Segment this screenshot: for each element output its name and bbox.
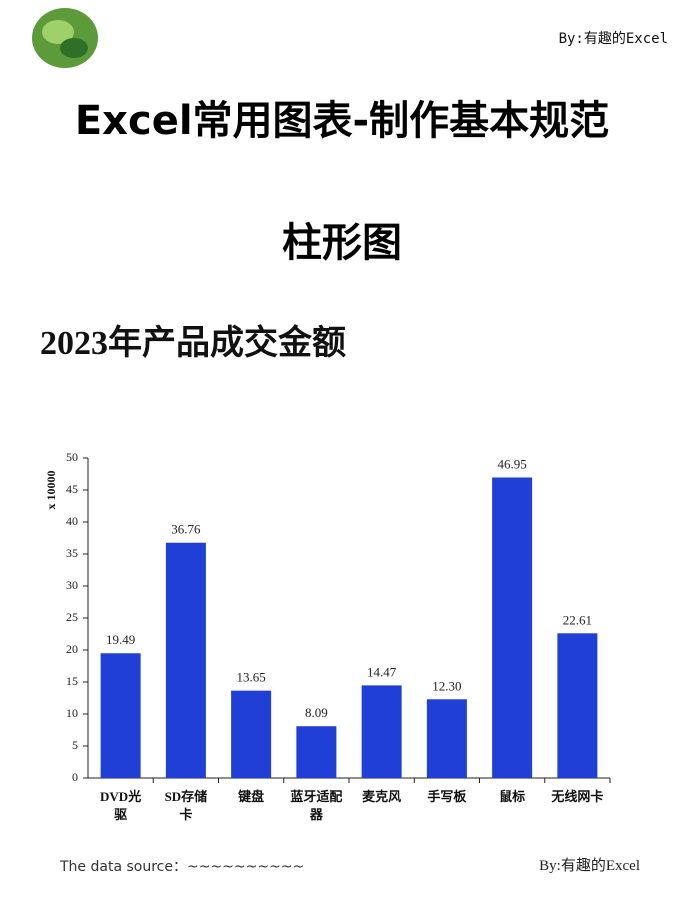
data-label: 22.61 [563, 612, 592, 627]
byline: By:有趣的Excel [558, 31, 668, 47]
logo-badge [60, 38, 88, 58]
chart-title: 2023年产品成交金额 [40, 323, 346, 362]
bar [231, 690, 272, 778]
y-tick-label: 0 [72, 770, 78, 784]
x-tick-label: DVD光驱 [100, 789, 142, 822]
page-subtitle: 柱形图 [282, 220, 402, 266]
bar [492, 477, 533, 778]
data-source: The data source：~~~~~~~~~~ [60, 859, 305, 875]
y-tick-label: 35 [66, 546, 78, 560]
y-tick-label: 20 [66, 642, 78, 656]
x-tick-label: 鼠标 [499, 789, 526, 804]
data-label: 8.09 [305, 705, 328, 720]
data-label: 12.30 [432, 678, 461, 693]
data-label: 46.95 [498, 457, 527, 472]
x-tick-label: SD存储卡 [164, 789, 208, 822]
y-tick-label: 50 [66, 450, 78, 464]
bar [361, 685, 402, 778]
data-label: 13.65 [237, 670, 266, 685]
y-tick-label: 25 [66, 610, 78, 624]
bar [296, 726, 337, 778]
bar [426, 699, 467, 778]
data-label: 19.49 [106, 632, 135, 647]
y-tick-label: 15 [66, 674, 78, 688]
y-tick-label: 30 [66, 578, 78, 592]
chart: 2023年产品成交金额 x 10000 0 5 10 15 20 25 30 35 40 45 50… [40, 323, 611, 784]
footer-byline: By:有趣的Excel [539, 858, 640, 874]
y-tick-label: 5 [72, 738, 78, 752]
x-tick-label: 键盘 [238, 789, 265, 804]
y-tick-label: 10 [66, 706, 78, 720]
y-tick-label: 40 [66, 514, 78, 528]
data-label: 14.47 [367, 664, 397, 679]
data-label: 36.76 [171, 522, 201, 537]
x-tick-label: 手写板 [427, 789, 467, 804]
bar [100, 653, 141, 778]
logo [32, 8, 98, 68]
y-tick-label: 45 [66, 482, 78, 496]
bar [165, 542, 206, 778]
bar [557, 633, 598, 778]
x-tick-label: 麦克风 [362, 789, 402, 804]
x-tick-label: 无线网卡 [551, 789, 604, 804]
logo-badge [42, 20, 74, 44]
y-axis-label: x 10000 [44, 471, 58, 510]
page-title: Excel常用图表-制作基本规范 [74, 98, 610, 144]
x-tick-label: 蓝牙适配器 [290, 789, 343, 822]
